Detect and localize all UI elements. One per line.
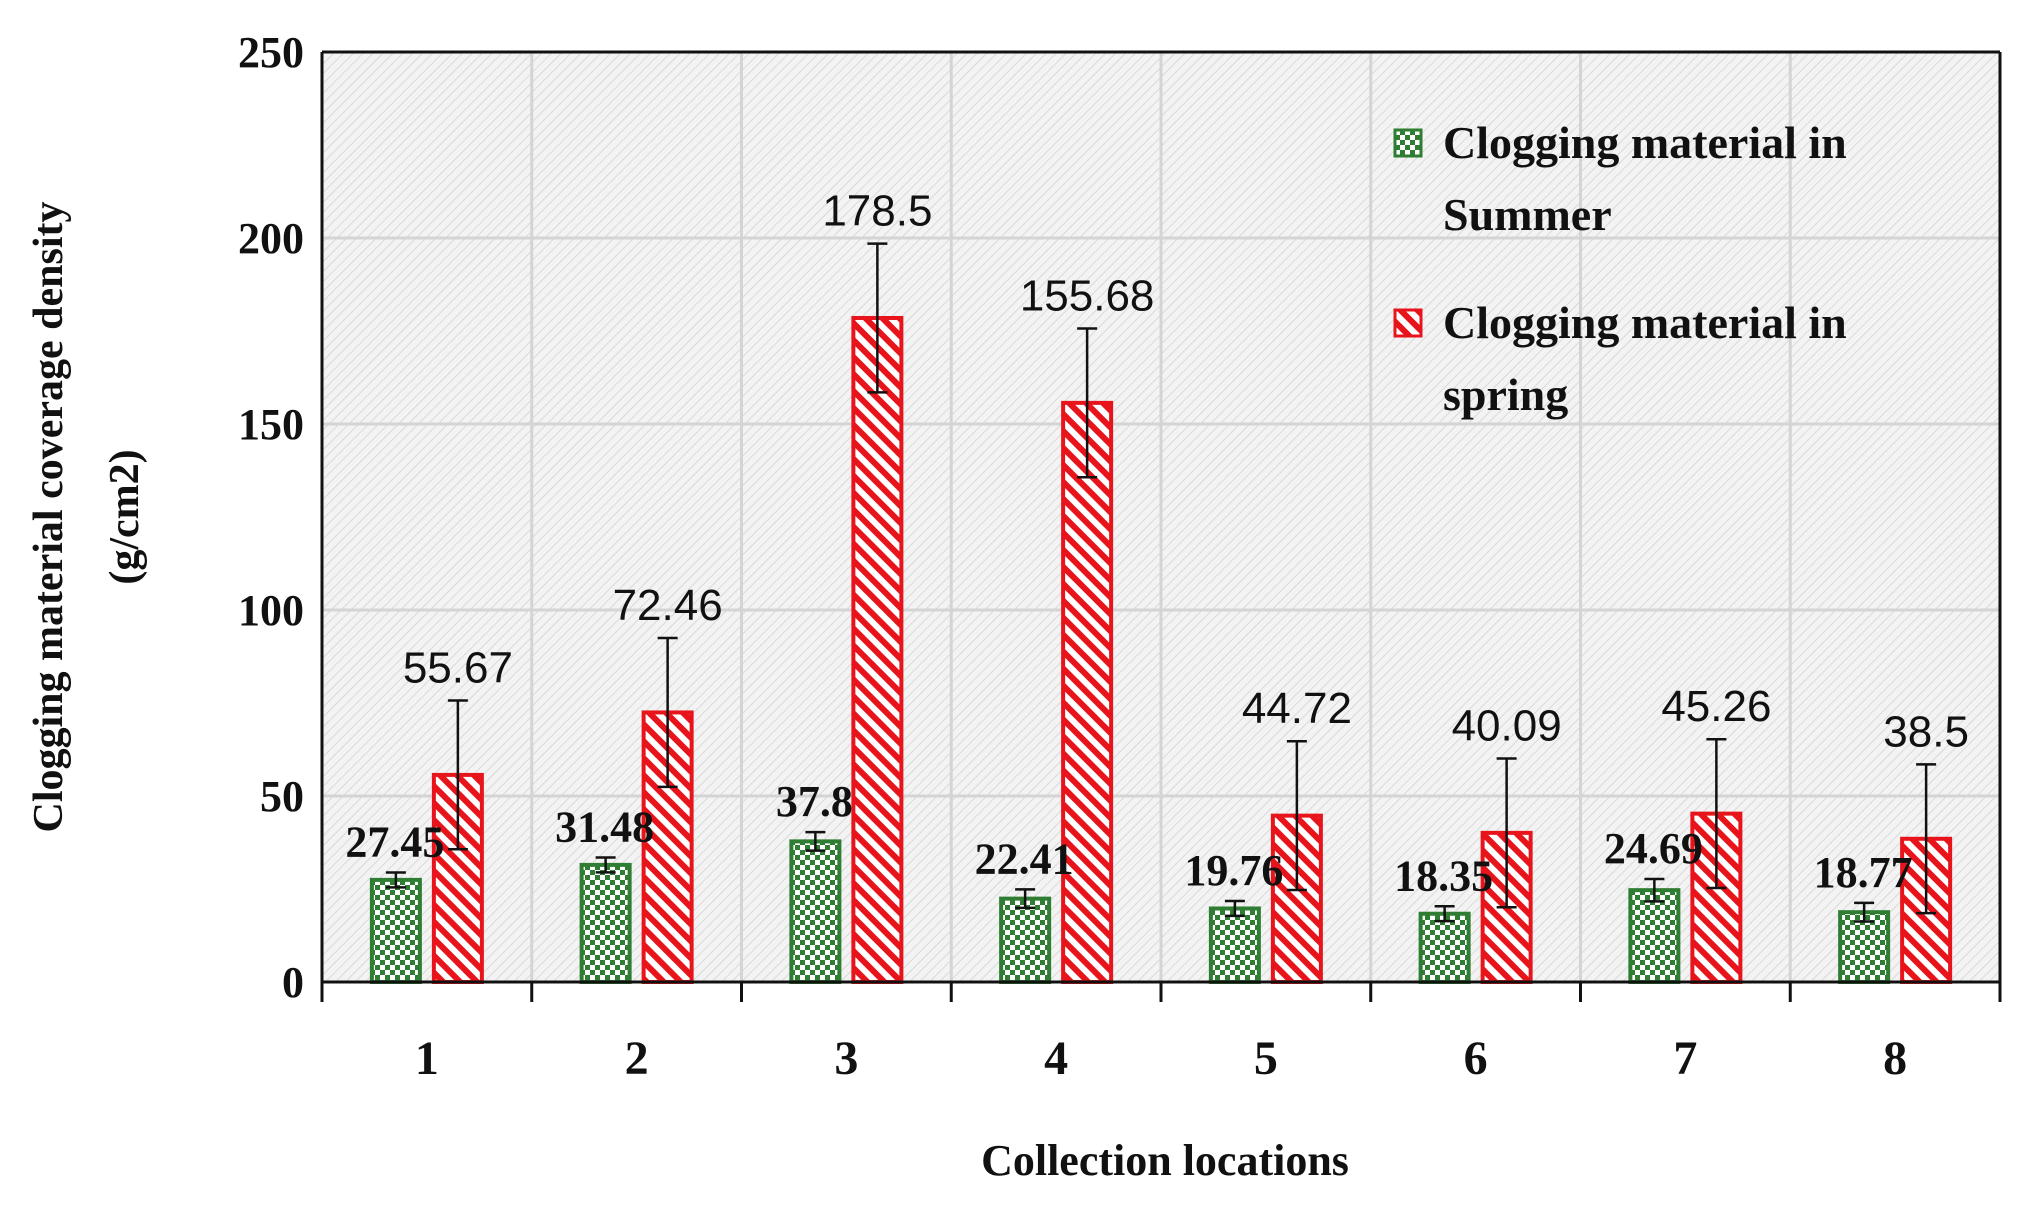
legend-swatch-summer [1393,128,1423,158]
bar-summer-5 [1208,906,1261,984]
data-label-spring-1: 55.67 [403,644,513,693]
data-label-spring-7: 45.26 [1661,682,1771,731]
x-tick-label-8: 8 [1883,1032,1907,1085]
y-tick-label-100: 100 [238,586,304,635]
data-label-spring-8: 38.5 [1883,707,1969,756]
data-label-summer-7: 24.69 [1604,824,1703,873]
x-axis-title: Collection locations [981,1136,1349,1185]
bar-summer-4 [999,896,1052,985]
data-label-summer-5: 19.76 [1184,846,1283,895]
y-tick-label-200: 200 [238,214,304,263]
y-tick-label-150: 150 [238,400,304,449]
bar-summer-3 [789,839,842,984]
data-label-summer-3: 37.8 [776,777,853,826]
x-tick-label-2: 2 [625,1032,649,1085]
x-tick-label-1: 1 [415,1032,439,1085]
y-tick-label-250: 250 [238,28,304,77]
legend-swatch-spring [1393,308,1423,338]
data-label-summer-8: 18.77 [1814,848,1913,897]
bar-spring-3 [851,315,904,985]
bar-summer-7 [1628,888,1681,984]
legend-label-summer-line2: Summer [1443,189,1612,240]
error-bars-group [385,242,1937,923]
data-label-summer-1: 27.45 [345,817,444,866]
y-axis-title-line2: (g/cm2) [102,449,148,584]
x-tick-label-7: 7 [1673,1032,1697,1085]
x-tick-label-6: 6 [1464,1032,1488,1085]
data-label-summer-2: 31.48 [555,802,654,851]
legend-label-spring-line2: spring [1443,369,1568,420]
x-tick-label-5: 5 [1254,1032,1278,1085]
data-label-summer-6: 18.35 [1394,851,1493,900]
x-tick-label-3: 3 [834,1032,858,1085]
data-label-spring-6: 40.09 [1452,701,1562,750]
data-label-spring-3: 178.5 [822,187,932,236]
axes-group: 0 50 100 150 200 250 1 2 3 4 5 6 7 8 [238,28,2002,1085]
data-label-spring-5: 44.72 [1242,684,1352,733]
bar-summer-2 [579,862,632,985]
bars-group [369,315,1953,985]
y-tick-label-0: 0 [282,958,304,1007]
data-label-spring-2: 72.46 [613,581,723,630]
legend-label-spring-line1: Clogging material in [1443,297,1847,348]
bar-summer-6 [1418,911,1471,984]
data-label-summer-4: 22.41 [975,834,1074,883]
x-tick-label-4: 4 [1044,1032,1068,1085]
y-tick-label-50: 50 [260,772,304,821]
y-axis-title-line1: Clogging material coverage density [26,201,72,832]
legend: Clogging material in Summer Clogging mat… [1393,117,1847,420]
data-label-spring-4: 155.68 [1020,271,1155,320]
gridlines [322,50,2000,982]
bar-spring-4 [1061,400,1114,984]
bar-summer-1 [369,877,422,984]
data-labels-group: 27.45 31.48 37.8 22.41 19.76 18.35 24.69 18.77 5… [345,187,1969,901]
legend-label-summer-line1: Clogging material in [1443,117,1847,168]
